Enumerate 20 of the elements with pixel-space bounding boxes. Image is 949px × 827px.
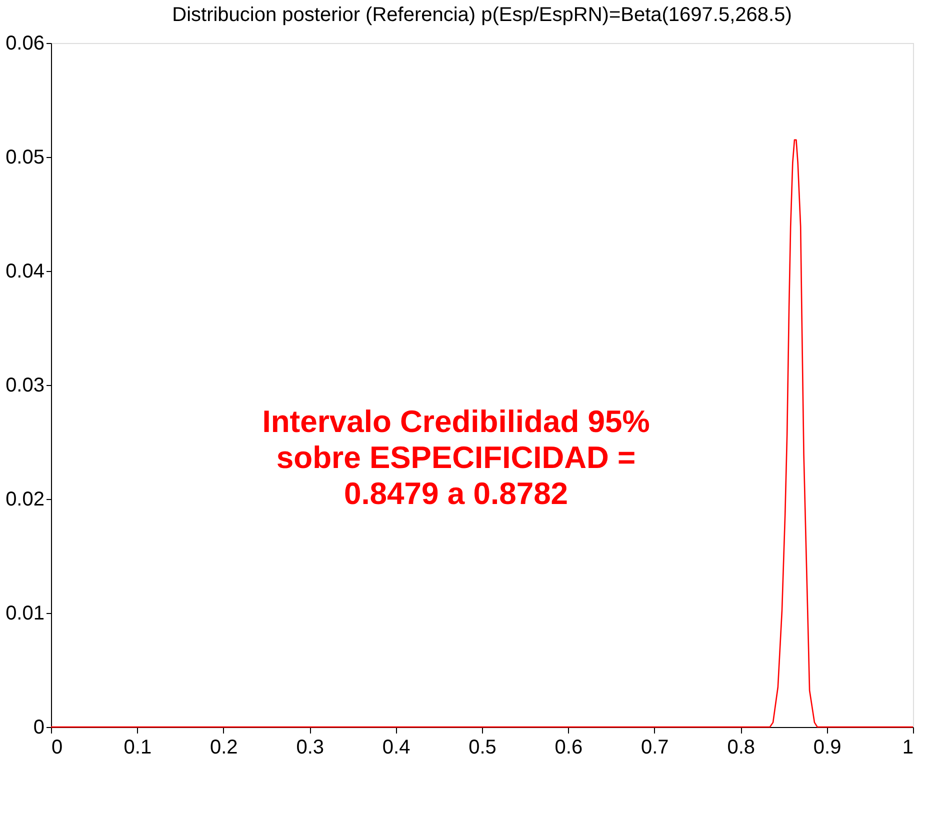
x-tick-label: 0.3 — [296, 736, 324, 758]
x-tick-label: 0.9 — [813, 736, 842, 758]
x-tick-label: 0.8 — [727, 736, 756, 758]
x-tick-label: 0.1 — [124, 736, 152, 758]
y-tick-label: 0.02 — [6, 488, 44, 510]
x-tick-label: 0.4 — [382, 736, 410, 758]
annotation: Intervalo Credibilidad 95% sobre ESPECIFICIDAD = 0.8479 a 0.8782 — [262, 404, 650, 511]
y-tick-label: 0.03 — [6, 374, 44, 396]
chart-title: Distribucion posterior (Referencia) p(Esp/EspRN)=Beta(1697.5,268.5) — [172, 4, 792, 26]
x-tick-label: 0.7 — [640, 736, 669, 758]
x-tick-label: 0.6 — [554, 736, 583, 758]
x-tick-label: 1 — [902, 736, 914, 758]
y-tick-label: 0.04 — [6, 260, 44, 282]
y-tick-label: 0.06 — [6, 32, 44, 54]
y-tick-label: 0 — [33, 716, 44, 738]
y-tick-label: 0.01 — [6, 602, 44, 624]
x-tick-label: 0.2 — [210, 736, 238, 758]
y-tick-label: 0.05 — [6, 146, 44, 168]
x-tick-label: 0.5 — [468, 736, 496, 758]
x-tick-label: 0 — [52, 736, 63, 758]
